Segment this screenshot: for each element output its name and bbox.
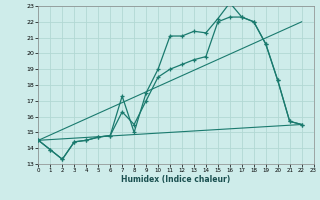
X-axis label: Humidex (Indice chaleur): Humidex (Indice chaleur) <box>121 175 231 184</box>
